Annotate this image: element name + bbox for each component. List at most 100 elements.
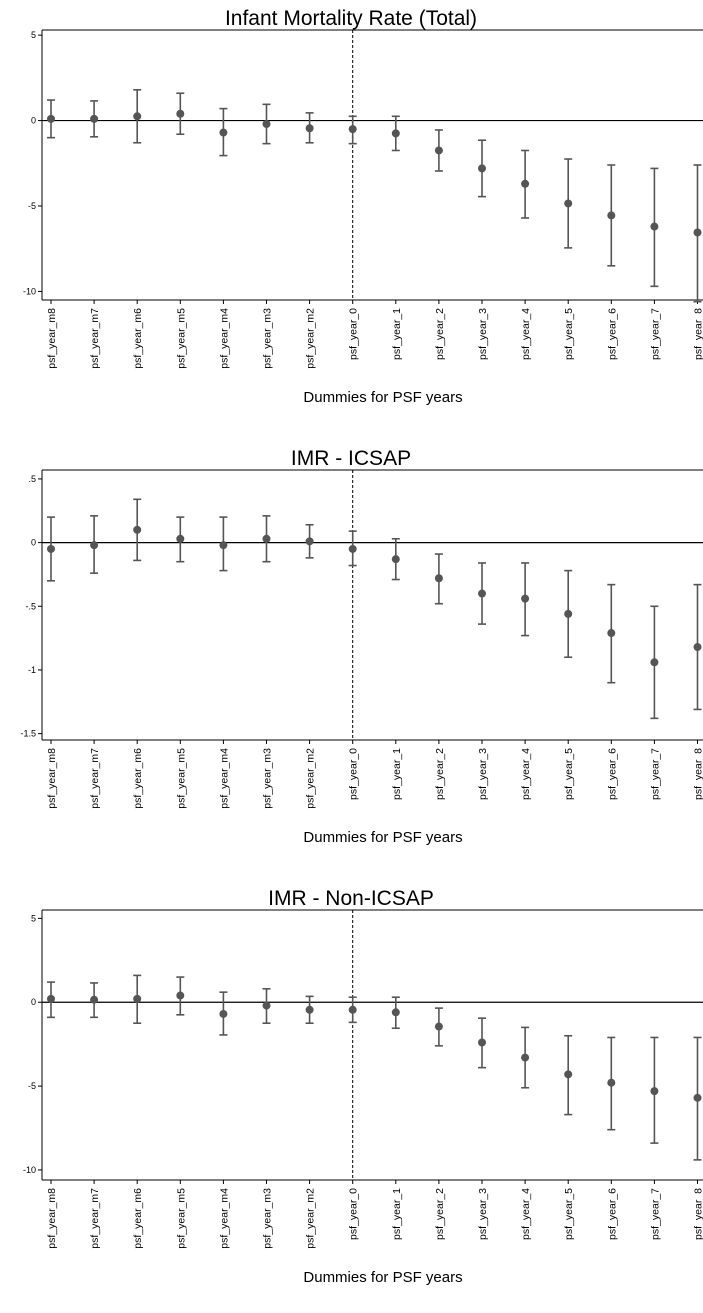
point-estimate <box>434 146 443 155</box>
x-tick-label: psf_year_m7 <box>89 748 101 809</box>
point-estimate <box>176 534 185 543</box>
x-tick-label: psf_year_m2 <box>305 748 317 809</box>
point-estimate <box>176 109 185 118</box>
x-tick-label: psf_year_5 <box>563 1188 575 1240</box>
point-estimate <box>219 128 228 137</box>
point-estimate <box>521 594 530 603</box>
point-estimate <box>391 555 400 564</box>
x-tick-label: psf_year_6 <box>606 308 618 360</box>
y-tick-label: -5 <box>28 201 36 211</box>
x-tick-label: psf_year_8 <box>693 748 703 800</box>
x-tick-label: psf_year_0 <box>348 1188 360 1240</box>
x-tick-label: psf_year_6 <box>606 1188 618 1240</box>
point-estimate <box>693 1093 702 1102</box>
y-tick-label: -1 <box>28 665 36 675</box>
point-estimate <box>650 222 659 231</box>
x-tick-label: psf_year_m5 <box>175 748 187 809</box>
point-estimate <box>262 119 271 128</box>
x-tick-label: psf_year_m4 <box>218 308 230 369</box>
y-tick-label: 5 <box>31 30 36 40</box>
y-tick-label: -5 <box>28 1081 36 1091</box>
x-tick-label: psf_year_3 <box>477 1188 489 1240</box>
point-estimate <box>219 541 228 550</box>
x-tick-label: psf_year_m6 <box>132 748 144 809</box>
x-tick-label: psf_year_0 <box>348 748 360 800</box>
point-estimate <box>133 112 142 121</box>
point-estimate <box>391 129 400 138</box>
point-estimate <box>434 1022 443 1031</box>
x-tick-label: psf_year_m2 <box>305 308 317 369</box>
point-estimate <box>348 125 357 134</box>
x-tick-label: psf_year_m8 <box>46 748 58 809</box>
x-tick-label: psf_year_7 <box>649 308 661 360</box>
chart-panel-imr-non-icsap: IMR - Non-ICSAP 5 0 -5 -10 psf_year_m8 psf_yea… <box>0 880 703 1310</box>
point-estimate <box>607 211 616 220</box>
point-estimate <box>47 994 55 1003</box>
point-estimate <box>133 994 142 1003</box>
y-tick-label: 5 <box>31 913 36 923</box>
chart-title: Infant Mortality Rate (Total) <box>225 7 477 30</box>
x-tick-label: psf_year_m2 <box>305 1188 317 1249</box>
point-estimate <box>693 228 702 237</box>
point-estimate <box>90 995 99 1004</box>
point-estimate <box>521 179 530 188</box>
y-tick-label: 0 <box>31 997 36 1007</box>
point-estimate <box>219 1009 228 1018</box>
x-tick-label: psf_year_2 <box>434 1188 446 1240</box>
x-tick-label: psf_year_1 <box>391 308 403 360</box>
x-tick-label: psf_year_m8 <box>46 1188 58 1249</box>
x-tick-label: psf_year_m5 <box>175 1188 187 1249</box>
x-tick-label: psf_year_8 <box>693 1188 703 1240</box>
point-estimate <box>478 1038 486 1047</box>
x-tick-label: psf_year_m3 <box>262 748 274 809</box>
point-estimate <box>434 574 443 583</box>
y-tick-label: 0 <box>31 538 36 548</box>
point-estimate <box>305 537 314 546</box>
x-axis-title: Dummies for PSF years <box>303 1269 462 1286</box>
x-tick-label: psf_year_m3 <box>262 1188 274 1249</box>
x-tick-label: psf_year_7 <box>649 1188 661 1240</box>
point-estimate <box>262 1001 271 1010</box>
chart-svg: IMR - Non-ICSAP 5 0 -5 -10 psf_year_m8 psf_yea… <box>23 887 703 1286</box>
chart-title: IMR - Non-ICSAP <box>268 887 434 910</box>
x-axis-title: Dummies for PSF years <box>303 829 462 846</box>
x-tick-label: psf_year_4 <box>520 308 532 360</box>
y-tick-label: -10 <box>23 286 36 296</box>
x-tick-label: psf_year_1 <box>391 1188 403 1240</box>
x-tick-label: psf_year_m7 <box>89 308 101 369</box>
chart-title: IMR - ICSAP <box>291 447 411 470</box>
x-tick-label: psf_year_2 <box>434 748 446 800</box>
y-tick-label: -10 <box>23 1165 36 1175</box>
y-tick-label: .5 <box>28 474 36 484</box>
chart-svg: Infant Mortality Rate (Total) 5 0 -5 -10 psf_… <box>23 7 703 406</box>
point-estimate <box>650 658 659 667</box>
point-estimate <box>564 199 573 208</box>
point-estimate <box>478 589 486 598</box>
x-tick-label: psf_year_3 <box>477 308 489 360</box>
x-tick-label: psf_year_3 <box>477 748 489 800</box>
point-estimate <box>176 991 185 1000</box>
y-tick-label: -1.5 <box>20 729 36 739</box>
point-estimate <box>47 114 55 123</box>
x-tick-label: psf_year_m4 <box>218 748 230 809</box>
point-estimate <box>47 544 55 553</box>
point-estimate <box>478 164 486 173</box>
point-estimate <box>521 1053 530 1062</box>
point-estimate <box>348 544 357 553</box>
y-tick-label: 0 <box>31 116 36 126</box>
x-tick-label: psf_year_6 <box>606 748 618 800</box>
point-estimate <box>348 1005 357 1014</box>
chart-panel-imr-total: Infant Mortality Rate (Total) 5 0 -5 -10 psf_… <box>0 0 703 430</box>
x-tick-label: psf_year_m6 <box>132 1188 144 1249</box>
x-tick-label: psf_year_4 <box>520 1188 532 1240</box>
x-tick-label: psf_year_5 <box>563 308 575 360</box>
chart-svg: IMR - ICSAP .5 0 -.5 -1 -1.5 psf_year_m8 psf_ye… <box>20 447 703 846</box>
point-estimate <box>693 643 702 652</box>
x-tick-label: psf_year_0 <box>348 308 360 360</box>
x-tick-label: psf_year_5 <box>563 748 575 800</box>
y-tick-label: -.5 <box>25 601 36 611</box>
point-estimate <box>262 534 271 543</box>
point-estimate <box>564 609 573 618</box>
x-tick-label: psf_year_7 <box>649 748 661 800</box>
x-tick-label: psf_year_2 <box>434 308 446 360</box>
